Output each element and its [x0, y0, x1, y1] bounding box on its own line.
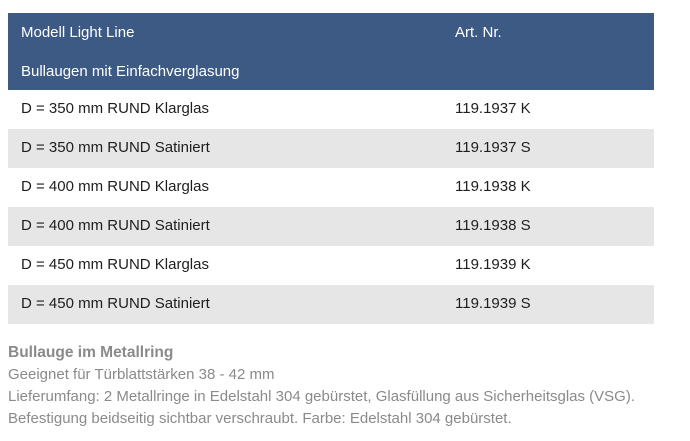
row-description: D = 350 mm RUND Satiniert — [21, 139, 210, 156]
row-art-nr: 119.1939 K — [455, 256, 531, 273]
row-art-nr: 119.1939 S — [455, 295, 531, 312]
table-row: D = 450 mm RUND Satiniert 119.1939 S — [8, 285, 654, 324]
table-row: D = 400 mm RUND Satiniert 119.1938 S — [8, 207, 654, 246]
header-art-nr: Art. Nr. — [455, 24, 502, 41]
row-description: D = 400 mm RUND Klarglas — [21, 178, 209, 195]
table-row: D = 400 mm RUND Klarglas 119.1938 K — [8, 168, 654, 207]
product-table: Modell Light Line Art. Nr. Bullaugen mit… — [8, 13, 654, 324]
info-line-suitability: Geeignet für Türblattstärken 38 - 42 mm — [8, 366, 275, 383]
info-title: Bullauge im Metallring — [8, 344, 174, 361]
table-row: D = 350 mm RUND Klarglas 119.1937 K — [8, 90, 654, 129]
row-description: D = 400 mm RUND Satiniert — [21, 217, 210, 234]
row-art-nr: 119.1937 K — [455, 100, 531, 117]
info-line-mounting: Befestigung beidseitig sichtbar verschra… — [8, 410, 512, 427]
row-art-nr: 119.1938 K — [455, 178, 531, 195]
table-row: D = 450 mm RUND Klarglas 119.1939 K — [8, 246, 654, 285]
table-row: D = 350 mm RUND Satiniert 119.1937 S — [8, 129, 654, 168]
row-art-nr: 119.1937 S — [455, 139, 531, 156]
row-description: D = 450 mm RUND Klarglas — [21, 256, 209, 273]
header-subtitle: Bullaugen mit Einfachverglasung — [21, 63, 240, 80]
table-header: Modell Light Line Art. Nr. Bullaugen mit… — [8, 13, 654, 90]
info-line-scope: Lieferumfang: 2 Metallringe in Edelstahl… — [8, 388, 636, 405]
product-info: Bullauge im Metallring Geeignet für Türb… — [8, 342, 688, 430]
row-art-nr: 119.1938 S — [455, 217, 531, 234]
row-description: D = 450 mm RUND Satiniert — [21, 295, 210, 312]
row-description: D = 350 mm RUND Klarglas — [21, 100, 209, 117]
header-model: Modell Light Line — [21, 24, 135, 41]
